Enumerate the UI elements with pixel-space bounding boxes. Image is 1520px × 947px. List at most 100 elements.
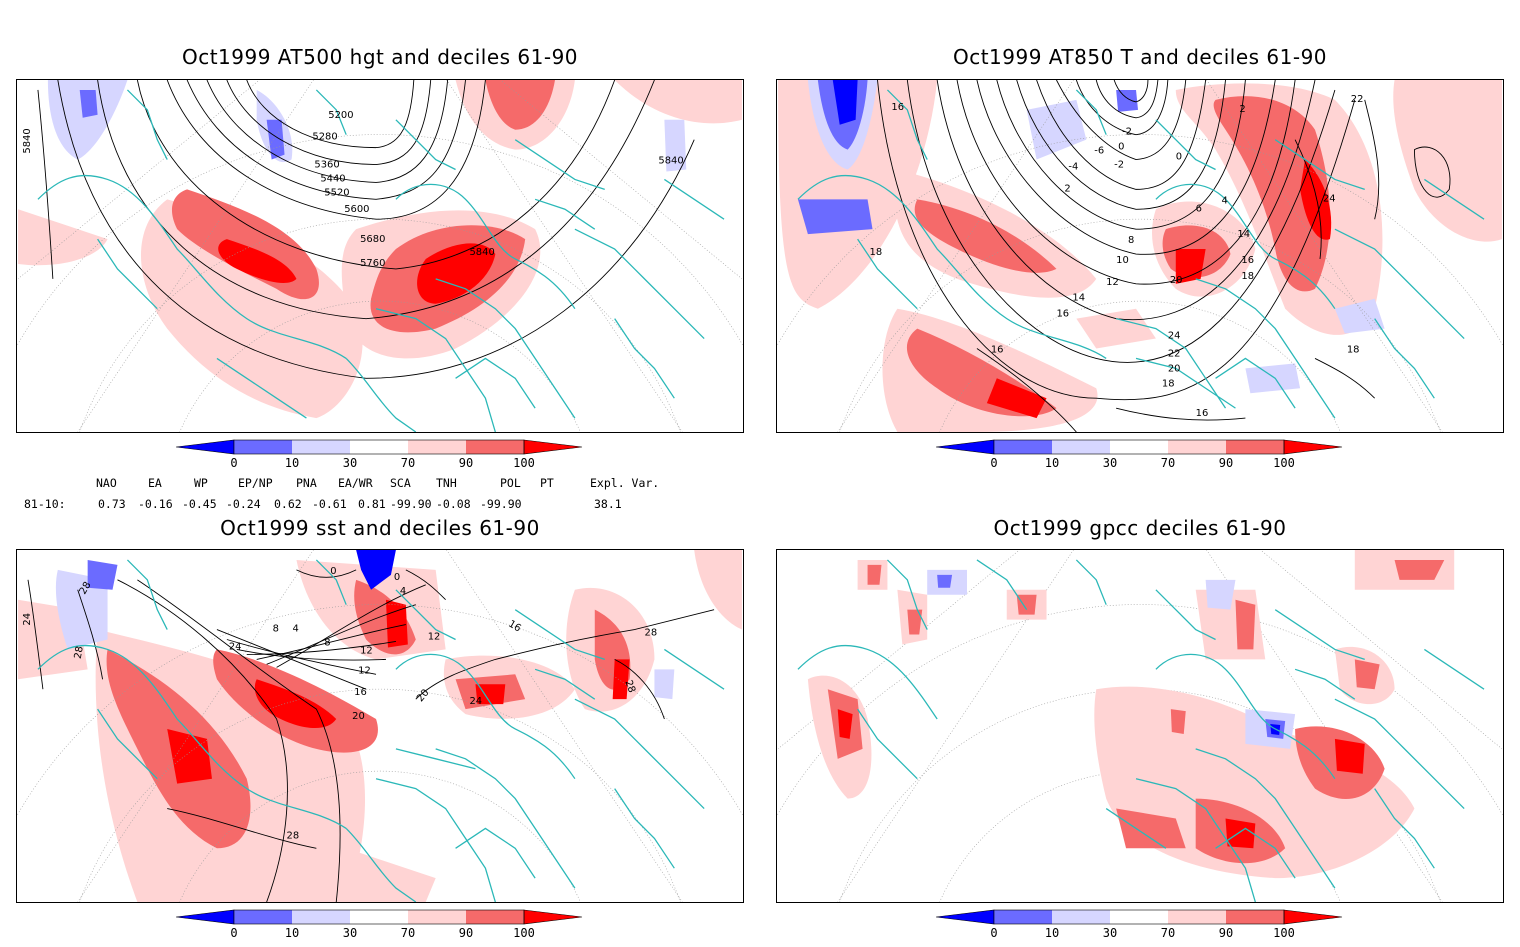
colorbar-tick-label: 90 <box>1219 456 1233 470</box>
panel-title-sst: Oct1999 sst and deciles 61-90 <box>220 516 540 540</box>
t850-label-27: 18 <box>1162 378 1175 389</box>
hgt-label-10: 5840 <box>658 156 683 167</box>
t850-label-3: -2 <box>1122 127 1132 138</box>
colorbar-tick-label: 70 <box>401 456 415 470</box>
sst-label-3: 0 <box>330 566 336 577</box>
colorbar-segment <box>1226 440 1284 454</box>
map-gpcc-svg <box>777 550 1503 902</box>
colorbar-hgt500-svg: 0 10 30 70 90 100 <box>176 439 583 470</box>
t850-label-26: 16 <box>991 344 1004 355</box>
colorbar-segments <box>176 909 583 925</box>
colorbar-segment <box>1110 440 1168 454</box>
idx-value-ea: -0.16 <box>138 497 173 511</box>
colorbar-frame <box>233 909 525 925</box>
colorbar-segment <box>1168 440 1226 454</box>
colorbar-t850-svg: 0 10 30 70 90 100 <box>936 439 1343 470</box>
t850-label-8: 0 <box>1176 152 1182 163</box>
sst-label-13: 20 <box>415 687 432 704</box>
hgt-label-8: 5760 <box>360 258 385 269</box>
map-t850-svg: 16 2 0 -2 -6 -4 -2 2 0 4 6 8 10 12 14 16… <box>777 80 1503 432</box>
idx-value-pol: -0.08 <box>436 497 471 511</box>
sst-label-18: 28 <box>644 628 657 639</box>
colorbar-arrow-low <box>176 439 235 455</box>
hgt-label-1: 5200 <box>328 110 353 121</box>
colorbar-tick-label: 0 <box>230 456 237 470</box>
sst-label-5: 4 <box>400 586 406 597</box>
colorbar-tick-label: 10 <box>1045 456 1059 470</box>
map-hgt500-svg: 5840 5200 5280 5360 5440 5520 5600 5680 … <box>17 80 743 432</box>
colorbar-tick-label: 0 <box>990 926 997 940</box>
t850-label-25: 24 <box>1323 193 1336 204</box>
colorbar-tick-label: 90 <box>459 456 473 470</box>
sst-label-1: 28 <box>78 580 94 596</box>
colorbar-tick-label: 10 <box>285 926 299 940</box>
sst-label-6: 8 <box>273 624 279 635</box>
sst-label-14: 24 <box>229 641 242 652</box>
colorbar-tick-labels: 0 10 30 70 90 100 <box>990 926 1294 940</box>
t850-label-18: 16 <box>1241 255 1254 266</box>
colorbar-tick-label: 30 <box>343 456 357 470</box>
hgt-label-5: 5520 <box>324 187 349 198</box>
colorbar-gpcc-svg: 0 10 30 70 90 100 <box>936 909 1343 940</box>
t850-label-28: 16 <box>1196 408 1209 419</box>
colorbar-tick-label: 70 <box>401 926 415 940</box>
idx-header-ea: EA <box>148 476 162 490</box>
colorbar-segment <box>408 440 466 454</box>
idx-header-sca: SCA <box>390 476 411 490</box>
colorbar-segment <box>1110 910 1168 924</box>
sst-label-11: 16 <box>354 687 367 698</box>
map-gpcc <box>776 549 1504 903</box>
t850-label-0: 16 <box>891 102 904 113</box>
t850-label-6: -2 <box>1114 160 1124 171</box>
colorbar-segment <box>350 440 408 454</box>
map-hgt500: 5840 5200 5280 5360 5440 5520 5600 5680 … <box>16 79 744 433</box>
hgt-label-7: 5680 <box>360 234 385 245</box>
colorbar-segment <box>994 910 1052 924</box>
colorbar-segment <box>1226 910 1284 924</box>
colorbar-tick-label: 100 <box>513 456 535 470</box>
colorbar-segment <box>1052 440 1110 454</box>
hgt-label-4: 5440 <box>320 173 345 184</box>
colorbar-frame <box>233 439 525 455</box>
t850-label-13: 12 <box>1106 277 1119 288</box>
colorbar-tick-label: 100 <box>513 926 535 940</box>
colorbar-arrow-low <box>936 439 995 455</box>
colorbar-frame <box>993 909 1285 925</box>
t850-label-1: 2 <box>1239 104 1245 115</box>
idx-header-pna: PNA <box>296 476 317 490</box>
panel-title-t850: Oct1999 AT850 T and deciles 61-90 <box>952 45 1328 69</box>
t850-label-11: 8 <box>1128 235 1134 246</box>
colorbar-hgt500: 0 10 30 70 90 100 <box>176 437 586 477</box>
colorbar-segment <box>408 910 466 924</box>
colorbar-arrow-high <box>523 909 583 925</box>
idx-value-pt: -99.90 <box>480 497 522 511</box>
colorbar-tick-label: 0 <box>230 926 237 940</box>
colorbar-sst-svg: 0 10 30 70 90 100 <box>176 909 583 940</box>
colorbar-t850: 0 10 30 70 90 100 <box>936 437 1346 477</box>
sst-label-17: 24 <box>469 696 482 707</box>
sst-label-12: 20 <box>352 711 365 722</box>
colorbar-tick-label: 100 <box>1273 456 1295 470</box>
colorbar-segment <box>292 910 350 924</box>
hgt-label-6: 5600 <box>344 204 369 215</box>
panel-title-gpcc: Oct1999 gpcc deciles 61-90 <box>993 516 1287 540</box>
colorbar-arrow-low <box>936 909 995 925</box>
idx-value-epnp: -0.24 <box>226 497 261 511</box>
idx-value-sca: 0.81 <box>358 497 386 511</box>
colorbar-tick-label: 100 <box>1273 926 1295 940</box>
idx-header-explvar: Expl. Var. <box>590 476 660 490</box>
colorbar-segment <box>994 440 1052 454</box>
t850-label-10: 6 <box>1196 203 1202 214</box>
t850-label-23: 20 <box>1168 363 1181 374</box>
idx-header-eawr: EA/WR <box>338 476 373 490</box>
sst-label-19: 28 <box>622 679 637 695</box>
idx-header-pt: PT <box>540 476 554 490</box>
t850-label-29: 18 <box>1347 344 1360 355</box>
colorbar-tick-label: 0 <box>990 456 997 470</box>
t850-label-7: 2 <box>1064 183 1070 194</box>
panel-title-hgt500: Oct1999 AT500 hgt and deciles 61-90 <box>181 45 579 69</box>
idx-value-wp: -0.45 <box>182 497 217 511</box>
map-t850: 16 2 0 -2 -6 -4 -2 2 0 4 6 8 10 12 14 16… <box>776 79 1504 433</box>
idx-header-nao: NAO <box>96 476 117 490</box>
colorbar-segments <box>936 439 1343 455</box>
